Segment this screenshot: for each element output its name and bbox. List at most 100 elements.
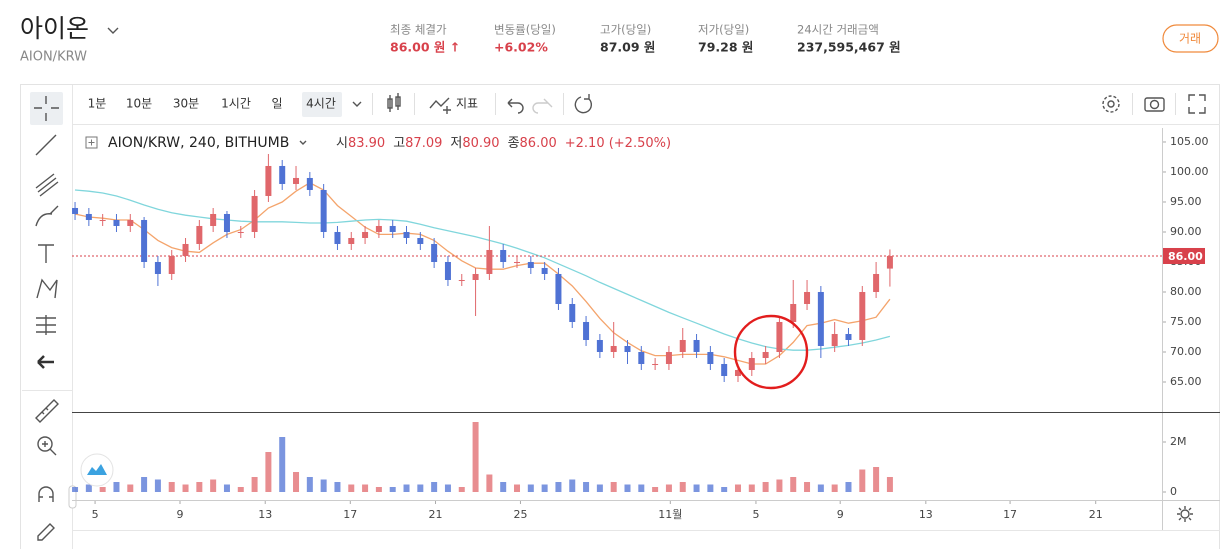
candle-body [85,213,92,220]
candle-body [804,291,811,304]
candle-body [886,255,893,269]
candle-body [610,345,617,352]
volume-bar [154,479,161,492]
magnet-tool[interactable] [38,486,54,502]
volume-bar [541,484,548,492]
y-tick-label: 95.00 [1170,195,1202,208]
x-tick-label: 9 [837,508,844,521]
volume-bar [72,487,79,492]
interval-button[interactable]: 일 [271,97,282,111]
candle-body [223,213,230,232]
y-tick-label: 70.00 [1170,345,1202,358]
volume-bar [251,477,258,492]
crosshair-tool[interactable] [34,96,59,121]
interval-button[interactable]: 1시간 [221,97,251,111]
snapshot-button[interactable] [1144,97,1165,112]
symbol-dropdown[interactable] [299,140,307,145]
candle-body [348,237,355,244]
legend-toggle[interactable] [85,136,98,149]
stat-label: 변동률(당일) [494,23,556,37]
pattern-tool[interactable] [36,278,58,299]
volume-bar [196,482,203,492]
interval-dropdown[interactable] [352,101,362,107]
candle-body [210,213,217,226]
brush-tool[interactable] [35,205,59,227]
volume-bar [707,484,714,492]
candle-body [638,351,645,364]
volume-bar [679,482,686,492]
volume-bar [472,422,479,492]
x-tick-label: 17 [343,508,357,521]
volume-bar [500,482,507,492]
plot: 65.0070.0075.0080.0085.0090.0095.00100.0… [72,135,1209,521]
interval-button[interactable]: 4시간 [306,97,336,111]
volume-bar [210,479,217,492]
drawing-mode-tool[interactable] [37,523,55,541]
candle-body [817,291,824,346]
legend-label: 종 [508,136,520,151]
volume-bar [486,474,493,492]
volume-bar [790,477,797,492]
trendline-tool[interactable] [35,134,57,156]
indicator-icon[interactable] [429,97,451,114]
candle-body [403,231,410,238]
volume-bar [817,484,824,492]
highlight-circle [733,314,809,390]
volume-bar [362,484,369,492]
volume-bar [583,482,590,492]
chart-panel [20,84,1220,549]
volume-bar [375,487,382,492]
volume-bar [734,484,741,492]
candle-body [72,207,79,214]
candle-body [873,273,880,292]
interval-button[interactable]: 10분 [126,97,152,111]
x-tick-label: 13 [258,508,272,521]
y-tick-label: 75.00 [1170,315,1202,328]
interval-bar: 1분 10분 30분 1시간 일 4시간 [88,97,336,111]
candle-body [417,237,424,244]
text-tool[interactable] [38,244,54,263]
volume-bar [514,484,521,492]
undo-button[interactable] [507,98,524,114]
hide-tools[interactable] [37,355,54,369]
volume-bar [873,467,880,492]
volume-bar [334,482,341,492]
candle-body [707,351,714,364]
stat-value: 87.09 원 [600,40,655,55]
legend-symbol[interactable]: AION/KRW, 240, BITHUMB [108,135,289,151]
x-tick-label: 5 [752,508,759,521]
x-tick-label: 25 [513,508,527,521]
volume-bar [444,484,451,492]
interval-button[interactable]: 1분 [88,97,107,111]
title-dropdown[interactable] [107,27,119,34]
trade-button[interactable] [1162,24,1219,53]
candle-body [500,249,507,262]
chart-type-button[interactable] [387,93,401,112]
x-tick-label: 5 [92,508,99,521]
fullscreen-button[interactable] [1188,94,1206,114]
measure-tool[interactable] [35,399,59,423]
candle-body [514,261,521,263]
prediction-tool[interactable] [36,315,56,335]
candle-body [265,165,272,196]
zoom-tool[interactable] [37,436,57,456]
last-price-box [1163,247,1205,264]
settings-button[interactable] [1102,95,1120,113]
redo-button[interactable] [532,98,553,114]
stat-label: 최종 체결가 [390,23,447,37]
interval-button[interactable]: 30분 [173,97,199,111]
stat-value: 237,595,467 원 [797,40,901,55]
candle-body [569,303,576,322]
volume-bar [831,484,838,492]
fib-tool[interactable] [35,173,59,197]
volume-bar [403,484,410,492]
legend-label: 시 [336,136,348,151]
candle-body [527,261,534,268]
stat-value: 86.00 원 ↑ [390,40,460,55]
axis-settings[interactable] [1177,506,1193,522]
volume-bar [693,484,700,492]
volume-bar [804,482,811,492]
reset-button[interactable] [574,94,593,114]
volume-bar [431,482,438,492]
indicator-button[interactable]: 지표 [456,97,478,111]
